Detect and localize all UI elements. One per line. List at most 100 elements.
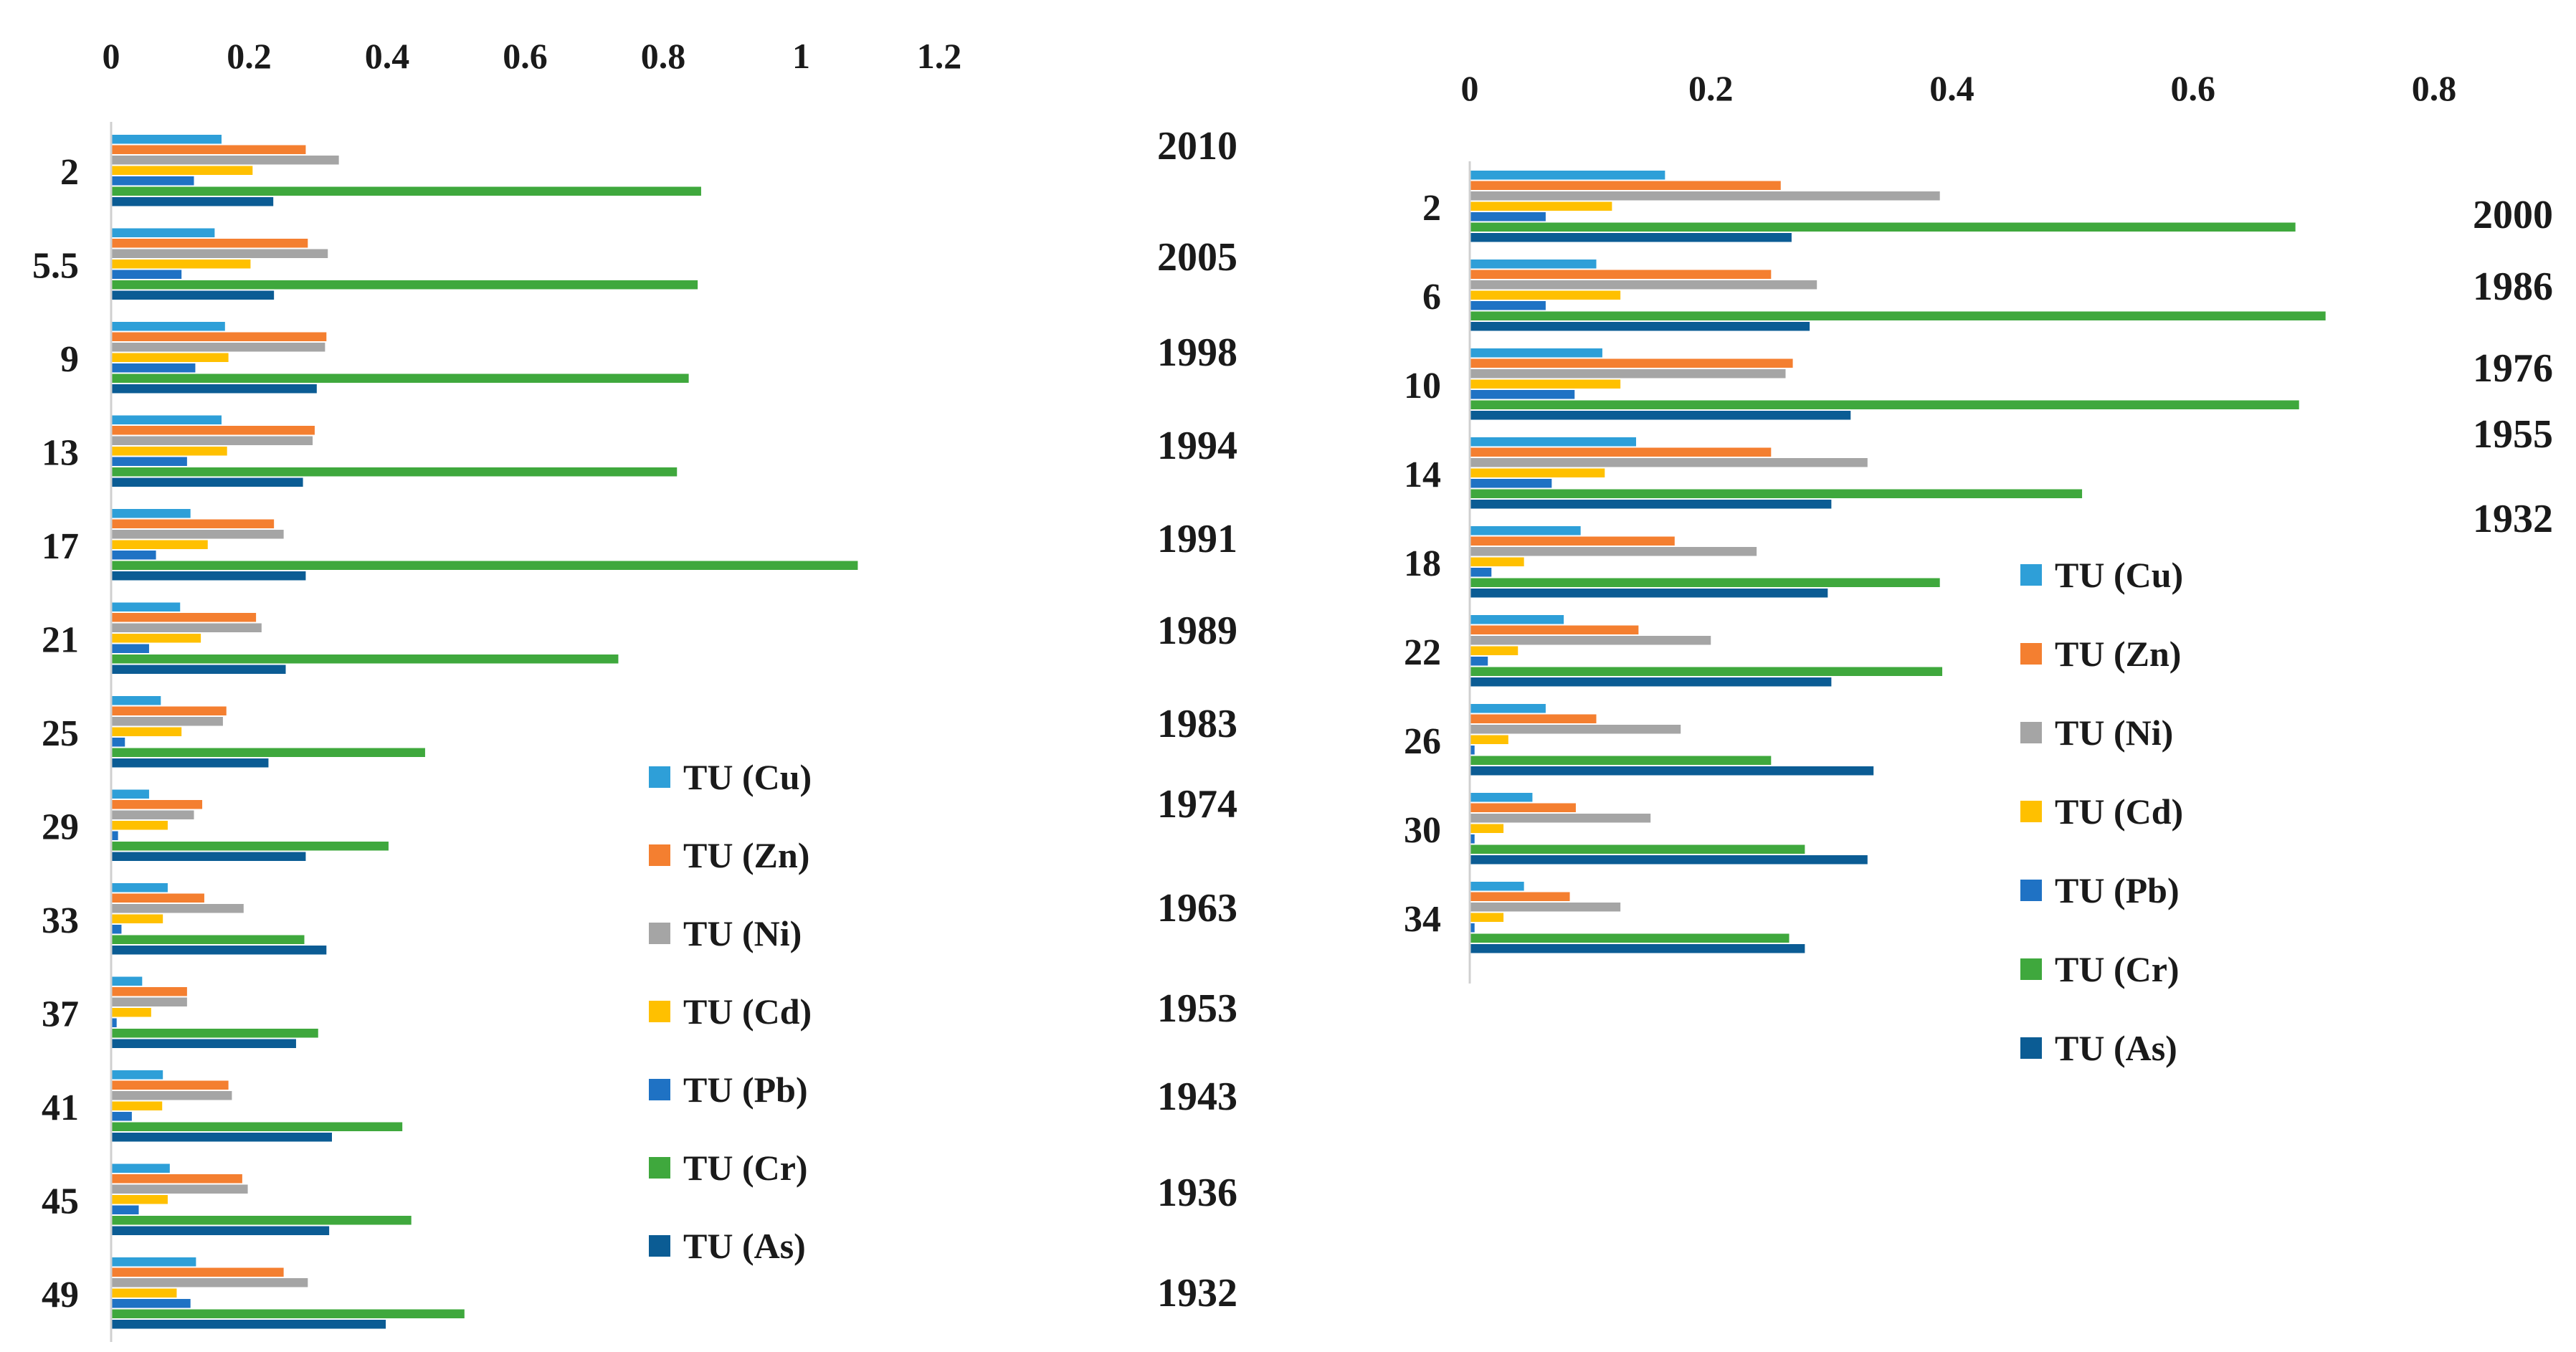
chart-2: 0 0.2 0.4 0.6 0.8261014182226303420001986197… <box>1404 68 2553 1068</box>
bar <box>1470 944 1805 953</box>
bar <box>1470 824 1504 833</box>
bar <box>1470 411 1851 420</box>
bar <box>111 436 313 445</box>
bar <box>1470 589 1828 598</box>
legend: TU (Cu) TU (Zn) TU (Ni) TU (Cd) TU (Pb) TU (C… <box>649 757 812 1266</box>
legend-swatch <box>2020 958 2042 980</box>
y-category-label: 34 <box>1404 899 1441 940</box>
bar <box>111 852 306 861</box>
x-tick-label: 0.6 <box>503 36 548 76</box>
y-category-label: 45 <box>42 1181 79 1222</box>
bar <box>1470 479 1552 488</box>
bar <box>1470 704 1546 713</box>
x-tick-label: 0.6 <box>2171 68 2216 108</box>
bar <box>111 976 143 986</box>
bar <box>111 987 187 996</box>
bar <box>111 810 194 819</box>
bar-group-10 <box>1470 348 2299 420</box>
bar <box>111 1195 168 1204</box>
year-label: 1994 <box>1157 424 1237 468</box>
bar-group-41 <box>111 1070 403 1142</box>
y-category-label: 41 <box>42 1087 79 1128</box>
bar <box>111 509 191 518</box>
bar <box>1470 568 1492 577</box>
legend: TU (Cu) TU (Zn) TU (Ni) TU (Cd) TU (Pb) TU (C… <box>2020 555 2183 1068</box>
year-label: 1932 <box>2473 497 2553 541</box>
year-label: 1943 <box>1157 1075 1237 1119</box>
bar <box>111 571 306 581</box>
legend-label: TU (As) <box>2055 1028 2177 1068</box>
bar <box>111 935 305 944</box>
bar <box>111 373 689 383</box>
bar <box>1470 437 1637 447</box>
bar-group-33 <box>111 883 327 955</box>
bar <box>1470 714 1597 723</box>
bar <box>111 186 701 196</box>
bar <box>1470 933 1790 943</box>
bar <box>1470 400 2299 409</box>
legend-label: TU (Cd) <box>2055 791 2183 832</box>
bar <box>111 1112 132 1121</box>
bar <box>1470 390 1575 399</box>
legend-swatch <box>649 766 670 788</box>
bar <box>1470 725 1681 734</box>
bar <box>1470 882 1524 891</box>
legend-swatch <box>2020 722 2042 743</box>
bar <box>111 665 286 674</box>
bar <box>111 467 678 477</box>
bar <box>111 1299 191 1308</box>
bar <box>111 353 229 362</box>
bar <box>111 946 327 955</box>
bar <box>111 1091 232 1100</box>
bar <box>111 717 223 726</box>
bar <box>111 696 161 705</box>
bar <box>1470 913 1504 922</box>
bar <box>1470 201 1612 211</box>
bar <box>1470 855 1868 865</box>
bar <box>111 997 187 1006</box>
bar <box>1470 834 1475 844</box>
y-category-label: 22 <box>1404 632 1441 673</box>
bar <box>111 477 303 487</box>
bar <box>111 145 306 154</box>
legend-swatch <box>2020 564 2042 586</box>
bar-group-2 <box>111 135 701 206</box>
year-label: 1989 <box>1157 609 1237 653</box>
bar <box>111 426 315 435</box>
bar <box>111 1278 308 1287</box>
bar <box>111 800 203 809</box>
y-category-label: 49 <box>42 1275 79 1315</box>
bar <box>1470 458 1868 467</box>
year-label: 1963 <box>1157 886 1237 930</box>
bar <box>111 914 163 923</box>
legend-label: TU (Pb) <box>2055 870 2180 910</box>
year-labels: 2010 2005 1998 1994 1991 1989 1983 1974 1963 1953… <box>1157 124 1237 1315</box>
year-label: 1983 <box>1157 702 1237 746</box>
bar <box>1470 615 1564 624</box>
legend-swatch <box>649 1079 670 1100</box>
legend-swatch <box>2020 643 2042 665</box>
y-category-label: 26 <box>1404 721 1441 762</box>
y-category-label: 13 <box>42 432 79 473</box>
bar <box>1470 735 1508 744</box>
bar <box>1470 379 1621 389</box>
bar <box>1470 756 1772 765</box>
bar-group-29 <box>111 789 389 861</box>
y-category-label: 10 <box>1404 366 1441 406</box>
legend-label: TU (Pb) <box>683 1070 808 1110</box>
y-category-label: 2 <box>60 152 79 193</box>
bar <box>1470 500 1832 509</box>
bar <box>111 530 284 539</box>
bar <box>1470 222 2296 232</box>
bar <box>111 613 257 622</box>
bar <box>1470 557 1524 566</box>
year-label: 2010 <box>1157 124 1237 168</box>
bar <box>111 270 182 279</box>
bar <box>111 384 317 394</box>
bar <box>111 842 389 851</box>
bar <box>1470 636 1711 645</box>
bar <box>111 415 222 424</box>
bar <box>1470 814 1651 823</box>
bar <box>1470 526 1581 535</box>
bar <box>111 228 215 237</box>
